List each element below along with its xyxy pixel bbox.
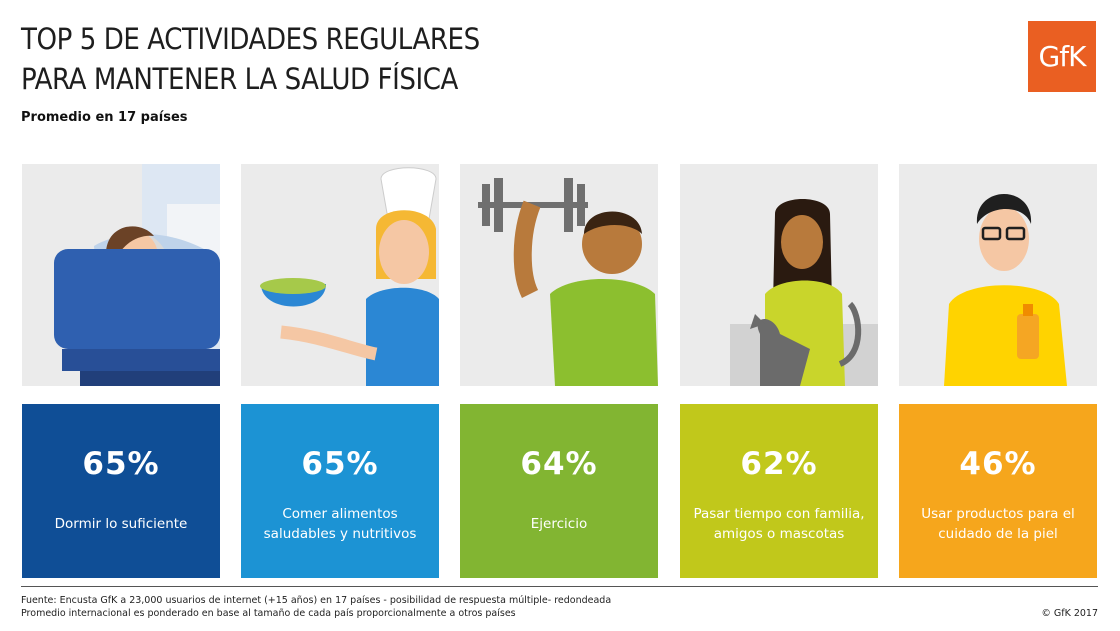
stat-card-food: 65% Comer alimentos saludables y nutriti… bbox=[241, 404, 439, 578]
footer-copyright: © GfK 2017 bbox=[1041, 608, 1098, 619]
stat-percent: 64% bbox=[520, 446, 598, 482]
gfk-logo: GfK bbox=[1028, 21, 1096, 92]
logo-text: GfK bbox=[1038, 40, 1087, 73]
page-title-line-2: PARA MANTENER LA SALUD FÍSICA bbox=[21, 62, 458, 96]
woman-with-cat-icon bbox=[680, 164, 878, 386]
footer-note: Promedio internacional es ponderado en b… bbox=[21, 608, 516, 619]
stat-label: Comer alimentos saludables y nutritivos bbox=[263, 506, 417, 542]
stat-percent: 62% bbox=[740, 446, 818, 482]
man-with-lotion-icon bbox=[899, 164, 1097, 386]
stat-label: Ejercicio bbox=[530, 516, 588, 532]
page-subtitle: Promedio en 17 países bbox=[21, 110, 188, 125]
sleeping-person-icon bbox=[22, 164, 220, 386]
stat-card-exercise: 64% Ejercicio bbox=[460, 404, 658, 578]
dumbbell-person-icon bbox=[460, 164, 658, 386]
chef-salad-icon bbox=[241, 164, 439, 386]
stat-label: Usar productos para el cuidado de la pie… bbox=[921, 506, 1075, 542]
page-title-line-1: TOP 5 DE ACTIVIDADES REGULARES bbox=[21, 22, 480, 56]
stat-label: Pasar tiempo con familia, amigos o masco… bbox=[693, 506, 865, 542]
footer-source: Fuente: Encusta GfK a 23,000 usuarios de… bbox=[21, 595, 612, 606]
stat-card-skincare: 46% Usar productos para el cuidado de la… bbox=[899, 404, 1097, 578]
stat-percent: 46% bbox=[959, 446, 1037, 482]
stat-card-family: 62% Pasar tiempo con familia, amigos o m… bbox=[680, 404, 878, 578]
footer-divider bbox=[21, 586, 1098, 587]
stat-label: Dormir lo suficiente bbox=[54, 516, 188, 532]
stat-card-sleep: 65% Dormir lo suficiente bbox=[22, 404, 220, 578]
stat-percent: 65% bbox=[82, 446, 160, 482]
stat-percent: 65% bbox=[301, 446, 379, 482]
